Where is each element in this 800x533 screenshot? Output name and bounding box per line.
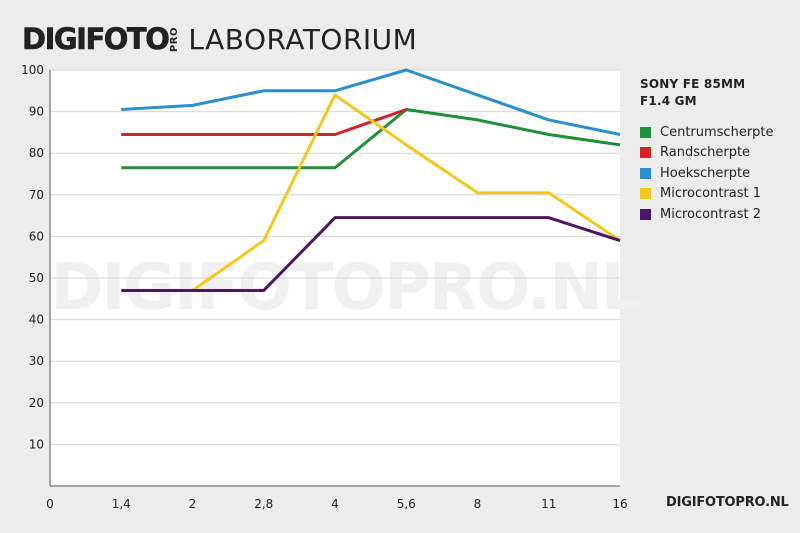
y-tick-label: 60 (29, 229, 44, 243)
legend-label: Centrumscherpte (660, 124, 774, 140)
legend-swatch (640, 188, 651, 200)
x-tick-label: 1,4 (112, 497, 131, 511)
footer-url: DIGIFOTOPRO.NL (666, 495, 789, 510)
legend-label: Hoekscherpte (660, 165, 751, 181)
legend-swatch (640, 147, 651, 159)
y-tick-label: 90 (29, 105, 44, 119)
series-line-hoekscherpte (121, 68, 621, 136)
section-title: LABORATORIUM (188, 23, 418, 56)
x-tick-label: 0 (46, 497, 54, 511)
watermark: DIGIFOTOPRO.NL (50, 251, 641, 325)
legend-item-microcontrast-2: Microcontrast 2 (640, 204, 795, 225)
x-tick-label: 2 (189, 497, 197, 511)
x-tick-label: 11 (541, 497, 556, 511)
legend-label: Microcontrast 1 (660, 186, 762, 202)
series-line-microcontrast-2 (121, 216, 621, 292)
header: DIGIFOTO PRO LABORATORIUM (22, 18, 417, 54)
x-tick-label: 8 (474, 497, 482, 511)
legend-item-randscherpte: Randscherpte (640, 143, 795, 164)
x-tick-label: 16 (612, 497, 627, 511)
legend-label: Microcontrast 2 (660, 206, 762, 222)
legend-swatch (640, 208, 651, 220)
series-line-centrumscherpte (121, 108, 621, 170)
y-tick-label: 70 (29, 188, 44, 202)
chart-title-line-1: SONY FE 85MM (640, 77, 746, 91)
legend-item-centrumscherpte: Centrumscherpte (640, 122, 795, 143)
y-tick-label: 100 (21, 63, 44, 77)
y-tick-label: 50 (29, 271, 44, 285)
brand-logo: DIGIFOTO (22, 22, 170, 56)
chart-title-line-2: F1.4 GM (640, 94, 697, 108)
series-line-randscherpte (121, 108, 407, 136)
y-tick-label: 40 (29, 313, 44, 327)
series-line-microcontrast-1 (191, 93, 621, 292)
x-tick-label: 4 (331, 497, 339, 511)
x-tick-label: 5,6 (397, 497, 416, 511)
legend-label: Randscherpte (660, 145, 751, 161)
y-tick-label: 20 (29, 396, 44, 410)
x-tick-label: 2,8 (254, 497, 273, 511)
legend-item-microcontrast-1: Microcontrast 1 (640, 184, 795, 205)
legend-swatch (640, 126, 651, 138)
legend: SONY FE 85MM F1.4 GM Centrumscherpte Rand… (640, 76, 795, 225)
legend-items: Centrumscherpte Randscherpte Hoekscherpte M… (640, 122, 795, 225)
chart-title: SONY FE 85MM F1.4 GM (640, 76, 795, 110)
y-tick-label: 80 (29, 146, 44, 160)
legend-swatch (640, 167, 651, 179)
y-tick-label: 30 (29, 354, 44, 368)
legend-item-hoekscherpte: Hoekscherpte (640, 163, 795, 184)
y-tick-label: 10 (29, 437, 44, 451)
